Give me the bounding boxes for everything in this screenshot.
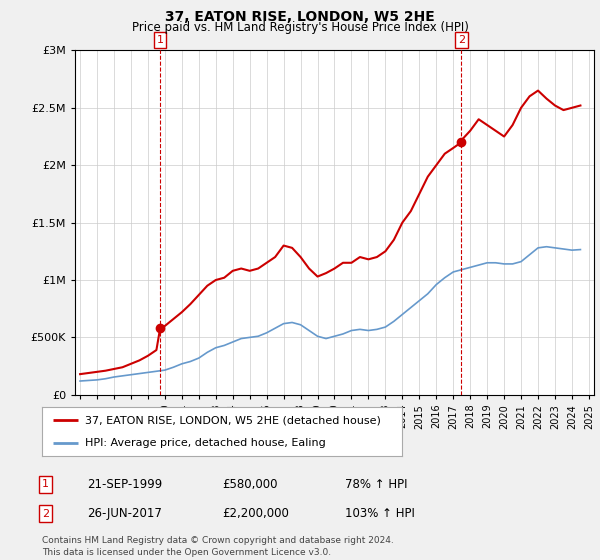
- Text: Price paid vs. HM Land Registry's House Price Index (HPI): Price paid vs. HM Land Registry's House …: [131, 21, 469, 34]
- Text: £580,000: £580,000: [222, 478, 277, 491]
- Text: 21-SEP-1999: 21-SEP-1999: [87, 478, 162, 491]
- Text: 2: 2: [458, 35, 465, 45]
- Text: 1: 1: [157, 35, 164, 45]
- Text: £2,200,000: £2,200,000: [222, 507, 289, 520]
- Text: 26-JUN-2017: 26-JUN-2017: [87, 507, 162, 520]
- Text: 2: 2: [42, 508, 49, 519]
- Text: 37, EATON RISE, LONDON, W5 2HE (detached house): 37, EATON RISE, LONDON, W5 2HE (detached…: [85, 416, 381, 426]
- Text: Contains HM Land Registry data © Crown copyright and database right 2024.
This d: Contains HM Land Registry data © Crown c…: [42, 536, 394, 557]
- Text: HPI: Average price, detached house, Ealing: HPI: Average price, detached house, Eali…: [85, 438, 326, 448]
- Text: 1: 1: [42, 479, 49, 489]
- Text: 37, EATON RISE, LONDON, W5 2HE: 37, EATON RISE, LONDON, W5 2HE: [165, 10, 435, 24]
- Text: 78% ↑ HPI: 78% ↑ HPI: [345, 478, 407, 491]
- Text: 103% ↑ HPI: 103% ↑ HPI: [345, 507, 415, 520]
